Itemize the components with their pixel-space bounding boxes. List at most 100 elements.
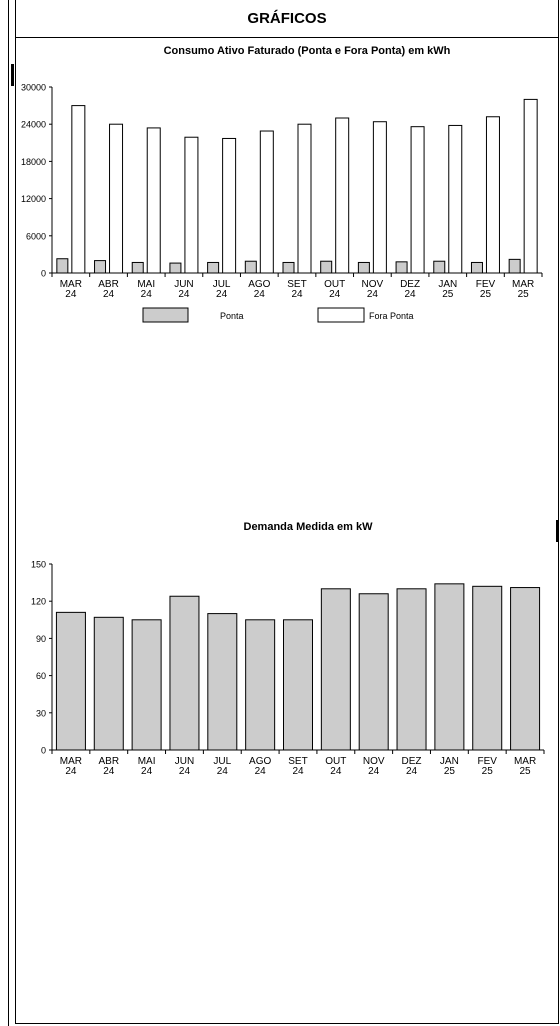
chart2-x-tick-label-year: 24 <box>65 766 77 777</box>
left-margin-mark <box>11 64 14 86</box>
chart1-y-tick-label: 0 <box>41 269 46 279</box>
chart2-x-tick-label-month: SET <box>288 756 307 767</box>
chart1-bar-ponta <box>395 261 408 274</box>
chart1-bar-fora-ponta <box>335 117 350 274</box>
chart1-bar-fora-ponta <box>222 137 237 274</box>
chart2-x-tick-label-year: 24 <box>368 766 380 777</box>
chart2-y-tick-label: 120 <box>31 597 46 607</box>
chart1-bar-fora-ponta <box>485 116 500 274</box>
chart2-x-tick-label-month: DEZ <box>402 756 422 767</box>
chart1-y-tick-label: 18000 <box>21 157 46 167</box>
chart2-y-tick-label: 150 <box>31 560 46 570</box>
chart2-x-tick-label-year: 24 <box>406 766 418 777</box>
chart1-bar-ponta <box>282 261 295 274</box>
chart1-bar-ponta <box>357 261 370 274</box>
chart1-x-tick-label-month: JUN <box>174 279 193 290</box>
chart2-bar <box>169 595 200 751</box>
chart2-y-tick-label: 60 <box>36 671 46 681</box>
chart1-legend-label: Fora Ponta <box>369 311 414 321</box>
chart2-title: Demanda Medida em kW <box>244 521 374 533</box>
chart2-bar <box>283 619 313 751</box>
chart2-bar <box>358 593 389 751</box>
chart1-x-tick-label-year: 24 <box>367 289 379 300</box>
chart1-x-tick-label-year: 25 <box>442 289 454 300</box>
chart2-x-tick-label-year: 24 <box>217 766 229 777</box>
chart1-y-tick-label: 24000 <box>21 120 46 130</box>
chart1-x-tick-label-month: AGO <box>248 279 270 290</box>
chart2-x-tick-label-month: MAR <box>514 756 536 767</box>
chart2-bar <box>472 585 503 751</box>
chart2-bar <box>131 619 162 751</box>
chart1-x-tick-label-month: JUL <box>213 279 231 290</box>
chart2-bar <box>510 587 541 751</box>
chart2-bar <box>93 616 124 751</box>
graphics-panel-frame <box>15 0 559 1024</box>
chart1-bar-fora-ponta <box>146 127 161 274</box>
chart1-bar-ponta <box>508 258 521 274</box>
chart1-bar-ponta <box>169 262 182 274</box>
chart1-y-tick-label: 6000 <box>26 231 46 241</box>
chart2-x-tick-label-month: JUL <box>213 756 231 767</box>
chart1-bar-ponta <box>56 258 69 274</box>
chart2-x-tick-label-month: FEV <box>478 756 498 767</box>
chart1-legend-swatch <box>142 307 189 323</box>
chart2-x-tick-label-year: 24 <box>330 766 342 777</box>
chart2-x-tick-label-year: 24 <box>179 766 191 777</box>
chart1-bar-ponta <box>244 260 257 274</box>
chart2-x-tick-label-year: 24 <box>255 766 267 777</box>
chart1-bar-ponta <box>207 261 220 274</box>
chart2-bar <box>245 619 276 751</box>
chart1-bar-fora-ponta <box>184 136 199 274</box>
chart1-x-tick-label-year: 24 <box>103 289 115 300</box>
chart1-bar-fora-ponta <box>297 123 312 274</box>
chart1-bar-fora-ponta <box>109 123 124 274</box>
chart1-x-tick-label-year: 25 <box>480 289 492 300</box>
chart1-x-tick-label-year: 24 <box>216 289 228 300</box>
chart2-x-tick-label-month: AGO <box>249 756 271 767</box>
chart1-bar-fora-ponta <box>448 124 463 274</box>
chart1-x-tick-label-month: OUT <box>324 279 345 290</box>
chart1-x-tick-label-month: SET <box>287 279 306 290</box>
chart1-legend-swatch <box>317 307 365 323</box>
chart1-x-tick-label-month: MAR <box>512 279 534 290</box>
chart1-x-tick-label-year: 24 <box>65 289 77 300</box>
chart1-x-tick-label-month: MAI <box>137 279 155 290</box>
chart2-x-tick-label-year: 24 <box>141 766 153 777</box>
left-page-edge <box>8 0 9 1026</box>
chart2-bar <box>434 583 465 751</box>
chart1-bar-ponta <box>131 261 144 274</box>
chart1-x-tick-label-year: 25 <box>518 289 530 300</box>
chart2-x-tick-label-month: OUT <box>325 756 346 767</box>
chart1-x-tick-label-year: 24 <box>141 289 153 300</box>
chart1-bar-ponta <box>433 260 446 274</box>
chart1-bar-ponta <box>470 261 483 274</box>
chart1-bar-fora-ponta <box>259 130 274 274</box>
chart1-bar-fora-ponta <box>372 121 387 274</box>
chart1-x-tick-label-year: 24 <box>329 289 341 300</box>
chart2-bar <box>55 611 86 751</box>
chart1-x-tick-label-year: 24 <box>254 289 266 300</box>
chart1-bar-fora-ponta <box>71 105 86 274</box>
chart2-y-tick-label: 0 <box>41 746 46 756</box>
chart2-bar <box>396 588 427 751</box>
right-margin-mark <box>556 520 559 542</box>
chart1-x-tick-label-month: JAN <box>438 279 457 290</box>
chart1-bar-fora-ponta <box>523 98 538 274</box>
chart1-bar-ponta <box>94 260 107 274</box>
chart2-bar <box>320 588 351 751</box>
chart2-bar <box>207 613 238 751</box>
chart2-x-tick-label-year: 25 <box>520 766 532 777</box>
chart2-x-tick-label-month: MAI <box>138 756 156 767</box>
chart1-x-tick-label-month: DEZ <box>400 279 420 290</box>
chart2-y-tick-label: 90 <box>36 634 46 644</box>
chart2-x-tick-label-month: JAN <box>440 756 459 767</box>
chart2-x-tick-label-year: 24 <box>292 766 304 777</box>
page-title: GRÁFICOS <box>15 0 559 38</box>
chart2-x-tick-label-year: 25 <box>482 766 494 777</box>
chart1-legend-label: Ponta <box>220 311 244 321</box>
chart1-title: Consumo Ativo Faturado (Ponta e Fora Pon… <box>164 45 451 57</box>
chart1-x-tick-label-year: 24 <box>178 289 190 300</box>
chart1-y-tick-label: 30000 <box>21 83 46 93</box>
chart1-x-tick-label-year: 24 <box>405 289 417 300</box>
